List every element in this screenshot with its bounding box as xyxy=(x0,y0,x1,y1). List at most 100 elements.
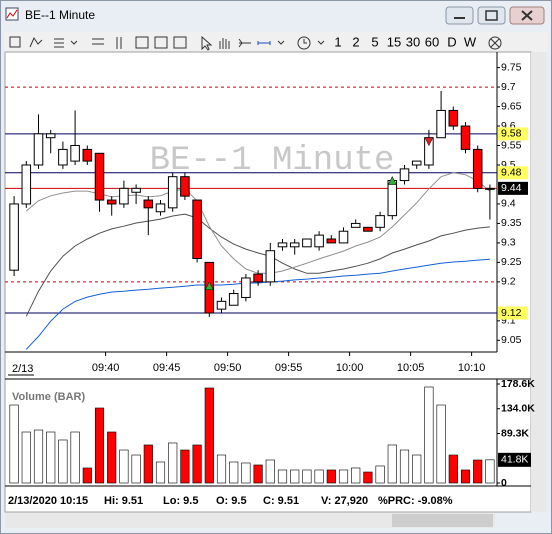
tool-icon[interactable] xyxy=(238,38,251,48)
y-tick-label: 9.4 xyxy=(501,198,516,210)
volume-bar xyxy=(363,471,373,484)
y-tick-label: 178.6K xyxy=(501,378,535,390)
tool-icon[interactable] xyxy=(135,36,149,49)
period-button[interactable]: 5 xyxy=(371,34,378,49)
volume-bar xyxy=(265,459,275,484)
y-tick-label: 9.3 xyxy=(501,237,516,249)
volume-bar xyxy=(168,442,178,484)
period-button[interactable]: 30 xyxy=(406,34,420,49)
volume-bar xyxy=(326,469,336,484)
scrollbar-track[interactable] xyxy=(5,513,495,528)
volume-bar xyxy=(460,469,471,484)
volume-bar xyxy=(473,459,483,484)
tool-icon[interactable] xyxy=(277,40,285,45)
y-tick-label: 134.0K xyxy=(501,403,535,415)
period-button[interactable]: 15 xyxy=(387,34,401,49)
period-button[interactable]: W xyxy=(464,34,477,49)
volume-title: Volume (BAR) xyxy=(12,391,85,403)
candle-body xyxy=(216,300,227,310)
period-button[interactable]: 1 xyxy=(334,34,341,49)
minimize-button[interactable] xyxy=(445,6,474,25)
level-tag xyxy=(498,166,528,180)
status-text: Lo: 9.5 xyxy=(163,495,198,507)
measure-icon[interactable] xyxy=(257,41,271,45)
tool-icon[interactable] xyxy=(9,36,21,48)
app-icon xyxy=(5,7,19,21)
y-tick-label: 9.7 xyxy=(501,81,516,93)
candle-body xyxy=(375,215,385,228)
volume-tag xyxy=(498,452,531,467)
volume-bar xyxy=(192,444,202,484)
period-button[interactable]: D xyxy=(447,34,456,49)
volume-bar xyxy=(375,465,385,484)
status-text: C: 9.51 xyxy=(263,495,299,507)
volume-bar xyxy=(33,429,44,484)
x-tick-label: 09:45 xyxy=(153,362,181,374)
maximize-button[interactable] xyxy=(477,6,506,25)
tool-icon[interactable] xyxy=(154,36,168,49)
candle-body xyxy=(485,187,495,190)
y-tick-label: 9.25 xyxy=(501,256,522,268)
volume-bar xyxy=(412,454,422,484)
volume-bar xyxy=(131,454,141,484)
signal-marker xyxy=(424,137,434,147)
volume-bar xyxy=(180,449,190,484)
tool-icon[interactable] xyxy=(70,40,78,45)
y-tick-label: 9.75 xyxy=(501,61,522,73)
volume-bar xyxy=(399,449,410,484)
tool-icon[interactable] xyxy=(29,36,43,48)
candle-body xyxy=(277,242,288,248)
period-button[interactable]: 2 xyxy=(352,34,359,49)
status-text: V: 27,920 xyxy=(321,495,368,507)
volume-bar xyxy=(241,462,251,484)
candle-body xyxy=(399,168,410,182)
tool-icon[interactable] xyxy=(317,40,325,45)
candle-body xyxy=(472,148,483,189)
candle-body xyxy=(33,133,44,166)
y-tick-label: 9.2 xyxy=(501,276,516,288)
cancel-icon[interactable] xyxy=(488,36,502,50)
volume-bar xyxy=(155,461,166,484)
close-icon xyxy=(521,10,533,21)
volume-bar xyxy=(46,431,56,484)
volume-bar xyxy=(351,467,361,484)
volume-bar xyxy=(253,464,263,484)
candle-body xyxy=(180,176,190,197)
candle-body xyxy=(155,203,166,213)
level-tag-label: 9.44 xyxy=(501,182,522,194)
candle-body xyxy=(302,238,312,248)
tool-icon[interactable] xyxy=(92,38,104,45)
pointer-icon[interactable] xyxy=(201,35,213,51)
volume-bar xyxy=(485,459,495,484)
candle-body xyxy=(363,226,373,232)
hand-icon[interactable] xyxy=(219,38,230,49)
tool-icon[interactable] xyxy=(54,38,64,48)
clock-icon[interactable] xyxy=(297,36,311,50)
candle-body xyxy=(460,125,471,150)
candle-body xyxy=(228,293,239,306)
candle-body xyxy=(289,242,300,248)
y-tick-label: 9.55 xyxy=(501,139,522,151)
clock-hand[interactable] xyxy=(303,39,307,44)
x-tick-label: 10:05 xyxy=(397,362,425,374)
x-tick-label: 10:10 xyxy=(458,362,486,374)
volume-bar xyxy=(290,469,300,484)
maximize-icon xyxy=(485,10,498,21)
candle-body xyxy=(387,180,398,217)
scrollbar-thumb[interactable] xyxy=(392,514,493,527)
tool-icon[interactable] xyxy=(173,36,187,49)
plot-layer: 9.059.19.29.259.39.359.49.59.559.69.659.… xyxy=(5,61,535,489)
cancel-icon-x[interactable] xyxy=(490,38,500,48)
date-label: 2/13 xyxy=(12,363,33,375)
candle-body xyxy=(143,199,154,209)
volume-bar xyxy=(314,469,324,484)
tool-icon[interactable] xyxy=(116,37,122,49)
volume-bar xyxy=(21,431,31,484)
x-tick-label: 10:00 xyxy=(336,362,364,374)
level-tag xyxy=(498,306,528,320)
period-button[interactable]: 60 xyxy=(425,34,439,49)
candle-body xyxy=(106,199,117,205)
volume-bar xyxy=(387,444,397,484)
signal-marker xyxy=(387,176,397,185)
volume-bar xyxy=(448,454,458,484)
